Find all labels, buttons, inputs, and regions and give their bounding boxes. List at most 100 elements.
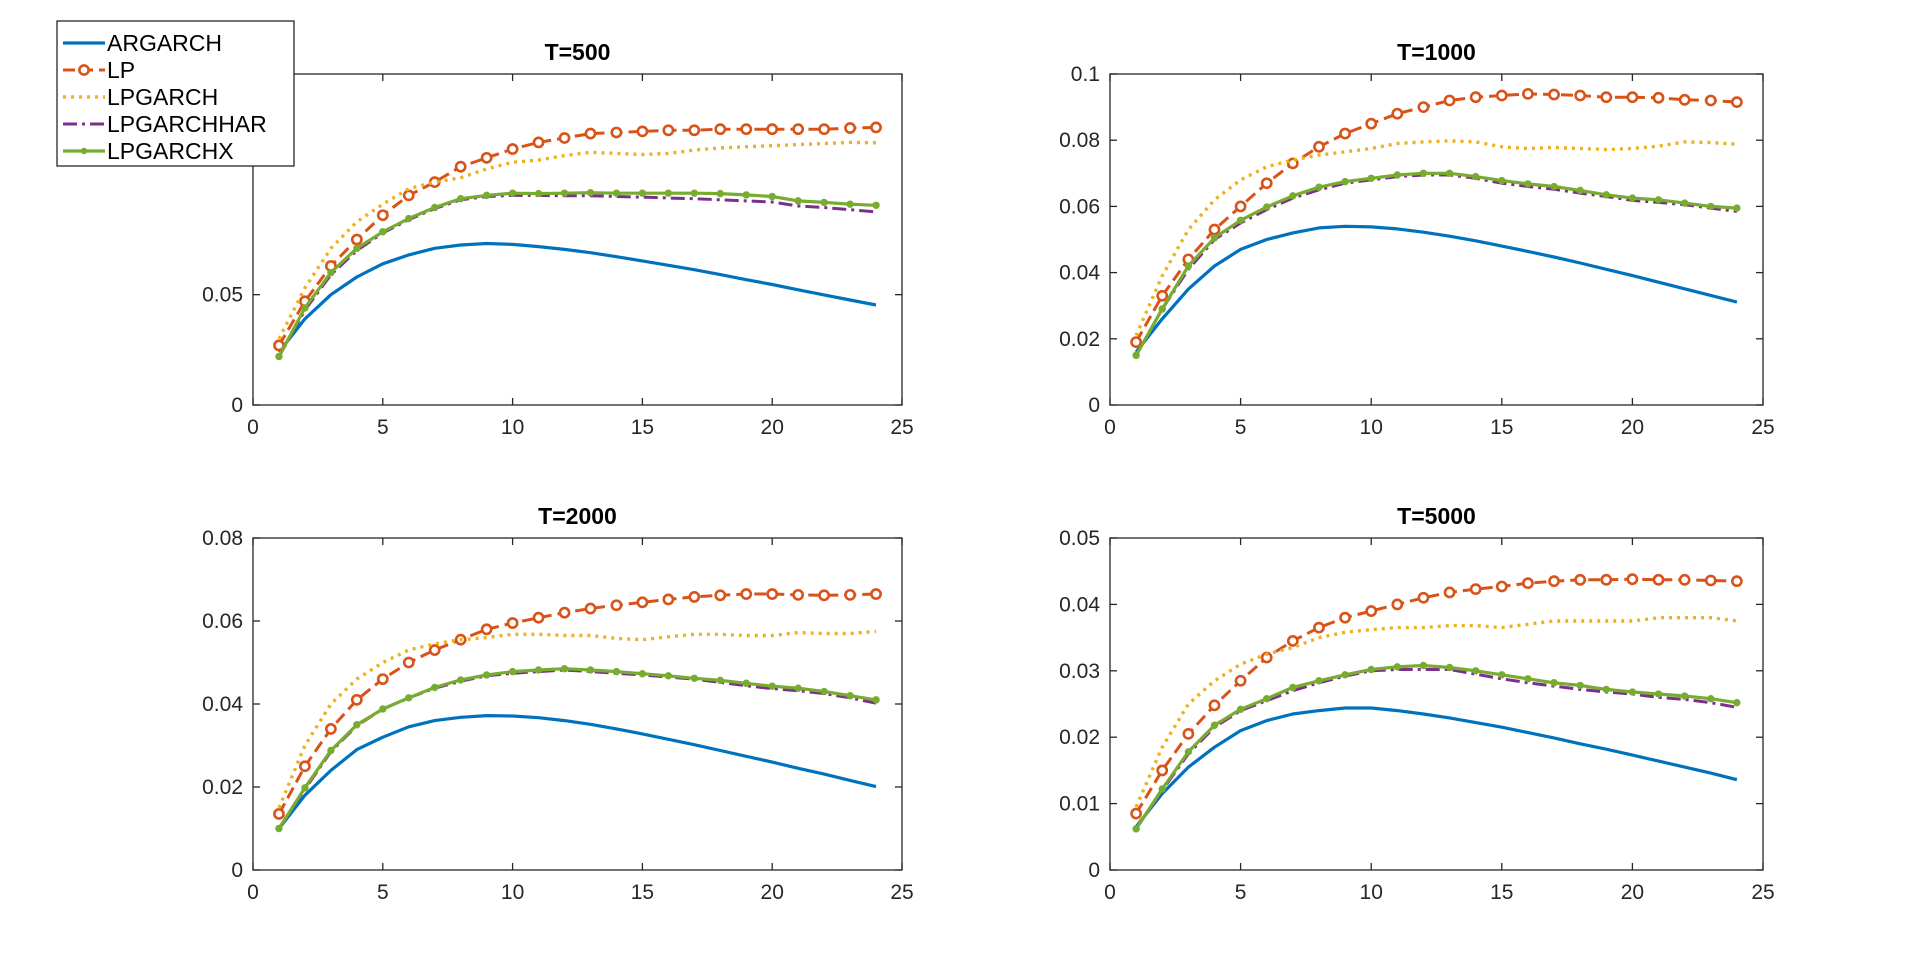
data-point	[794, 197, 802, 205]
data-point	[638, 670, 647, 678]
data-point	[1548, 575, 1560, 588]
data-point	[1130, 336, 1143, 349]
series-line	[1134, 616, 1738, 808]
data-point	[1652, 91, 1665, 104]
data-point	[1158, 785, 1166, 793]
data-point	[1208, 699, 1221, 712]
chart-panel-3: T=2000 0 5 10 15 20 25 0 0.02 0.04 0.06 0.08	[202, 503, 914, 904]
data-point	[1130, 807, 1143, 820]
x-tick-label: 15	[631, 416, 654, 439]
legend-label: LPGARCHHAR	[107, 111, 267, 137]
data-point	[1443, 586, 1456, 599]
x-tick-label: 10	[1360, 416, 1383, 439]
data-point	[1680, 692, 1689, 700]
data-point	[324, 723, 337, 735]
data-point	[532, 136, 545, 149]
data-point	[714, 123, 727, 136]
panel-title: T=500	[545, 39, 611, 65]
data-point	[482, 191, 491, 200]
legend-marker	[78, 64, 90, 76]
data-point	[1365, 605, 1378, 617]
data-point	[534, 189, 543, 198]
series-lpgarch	[277, 629, 877, 809]
axes-box	[252, 537, 903, 871]
data-point	[1576, 186, 1584, 195]
data-point	[508, 189, 517, 197]
data-point	[1524, 180, 1532, 188]
series-lpgarchhar	[1134, 173, 1738, 357]
data-point	[560, 189, 569, 197]
data-point	[768, 682, 776, 690]
x-tick-label: 20	[1621, 416, 1644, 439]
data-point	[638, 189, 647, 197]
data-point	[1289, 683, 1297, 692]
data-point	[714, 589, 727, 602]
series-lpgarchx	[275, 189, 880, 361]
data-point	[1707, 694, 1715, 703]
y-tick-label: 0.02	[202, 776, 243, 799]
data-point	[1522, 577, 1534, 590]
data-point	[1678, 93, 1691, 106]
series-line	[1134, 224, 1738, 353]
data-point	[275, 352, 283, 361]
data-point	[428, 644, 441, 656]
legend-entry-lpgarch: LPGARCH	[63, 84, 218, 110]
data-point	[1704, 574, 1717, 587]
series-line	[277, 629, 877, 809]
panel-title: T=1000	[1397, 39, 1476, 65]
data-point	[636, 125, 649, 138]
data-point	[402, 189, 415, 202]
data-point	[1313, 621, 1325, 634]
data-point	[1339, 127, 1351, 140]
data-point	[560, 665, 569, 673]
data-point	[1182, 727, 1195, 740]
y-tick-label: 0	[1088, 859, 1100, 882]
data-point	[1733, 204, 1741, 212]
data-point	[820, 687, 828, 696]
legend-label: LPGARCHX	[107, 138, 234, 164]
data-point	[1498, 176, 1506, 185]
data-point	[610, 126, 623, 139]
x-tick-label: 25	[1751, 881, 1774, 904]
data-point	[1733, 698, 1741, 707]
data-point	[301, 304, 309, 312]
data-point	[1339, 611, 1351, 624]
data-point	[740, 123, 753, 136]
data-point	[584, 127, 597, 140]
data-point	[818, 123, 831, 136]
data-point	[1286, 635, 1299, 647]
series-argarch	[1134, 224, 1738, 353]
data-point	[534, 666, 543, 674]
series-line	[277, 191, 877, 358]
legend-label: ARGARCH	[107, 30, 222, 56]
data-point	[431, 203, 439, 212]
data-point	[1341, 177, 1349, 186]
data-point	[1184, 748, 1193, 756]
y-tick-label: 0.01	[1059, 793, 1100, 816]
data-point	[794, 684, 802, 692]
x-tick-label: 20	[1621, 881, 1644, 904]
data-point	[1263, 694, 1271, 703]
data-point	[792, 123, 805, 136]
data-point	[506, 143, 519, 155]
x-tick-label: 20	[761, 881, 784, 904]
x-tick-label: 5	[1235, 881, 1247, 904]
x-tick-label: 0	[247, 881, 259, 904]
data-point	[690, 189, 699, 197]
data-point	[586, 189, 595, 197]
data-point	[1236, 216, 1245, 225]
data-point	[1234, 674, 1247, 687]
data-point	[846, 200, 854, 208]
y-tick-label: 0	[231, 859, 243, 882]
data-point	[1132, 351, 1140, 360]
data-point	[1626, 573, 1639, 586]
data-point	[1704, 94, 1717, 107]
series-line	[277, 713, 877, 830]
data-point	[1602, 191, 1610, 199]
data-point	[870, 588, 882, 600]
data-point	[1471, 667, 1480, 675]
data-point	[1156, 289, 1169, 302]
x-tick-label: 5	[377, 416, 389, 439]
data-point	[716, 189, 724, 198]
data-point	[431, 683, 439, 692]
